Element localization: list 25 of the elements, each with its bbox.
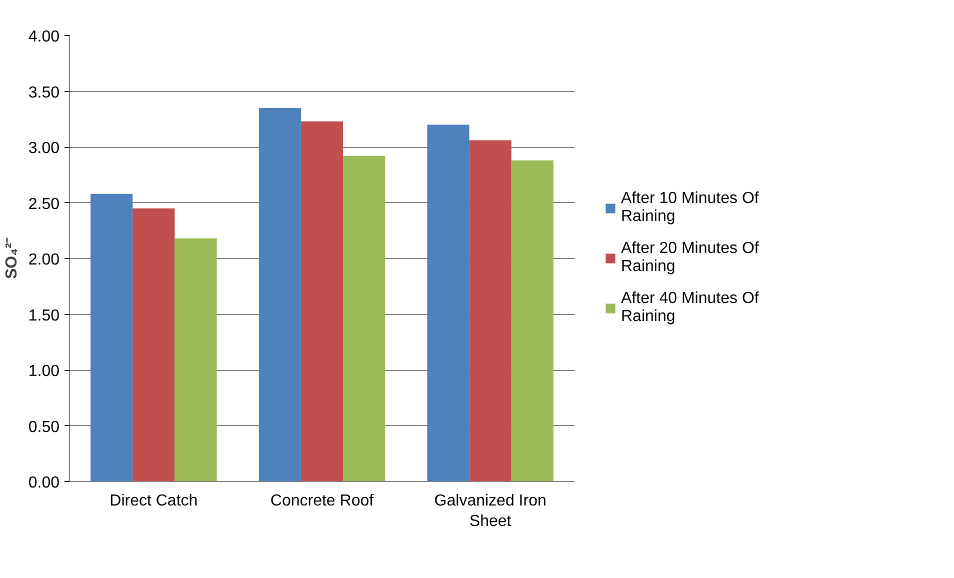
legend-label: After 40 Minutes Of Raining [621,290,759,326]
bar [469,140,512,482]
y-tick-label: 0.00 [28,474,60,492]
legend-label: After 20 Minutes Of Raining [621,240,759,276]
y-tick-label: 3.50 [28,84,60,102]
legend-label: After 10 Minutes Of Raining [621,190,759,226]
bar [90,194,133,482]
y-tick-label: 4.00 [28,28,60,46]
bar [427,124,470,482]
y-axis-title: SO₄²⁻ [3,236,20,280]
y-tick-label: 2.50 [28,196,60,213]
y-tick-label: 3.00 [28,140,60,157]
x-tick-label: Concrete Roof [270,492,374,510]
bar [132,208,175,482]
bar [511,160,554,482]
bar [343,156,386,482]
bar [300,121,344,482]
x-tick-label: Galvanized Iron Sheet [434,492,546,530]
y-tick-label: 0.50 [28,418,60,436]
y-tick-label: 1.50 [28,307,60,324]
y-tick-label: 1.00 [28,363,60,380]
x-tick-label: Direct Catch [110,492,198,510]
y-tick-label: 2.00 [28,252,60,268]
bar [174,238,217,482]
bar [258,108,301,482]
